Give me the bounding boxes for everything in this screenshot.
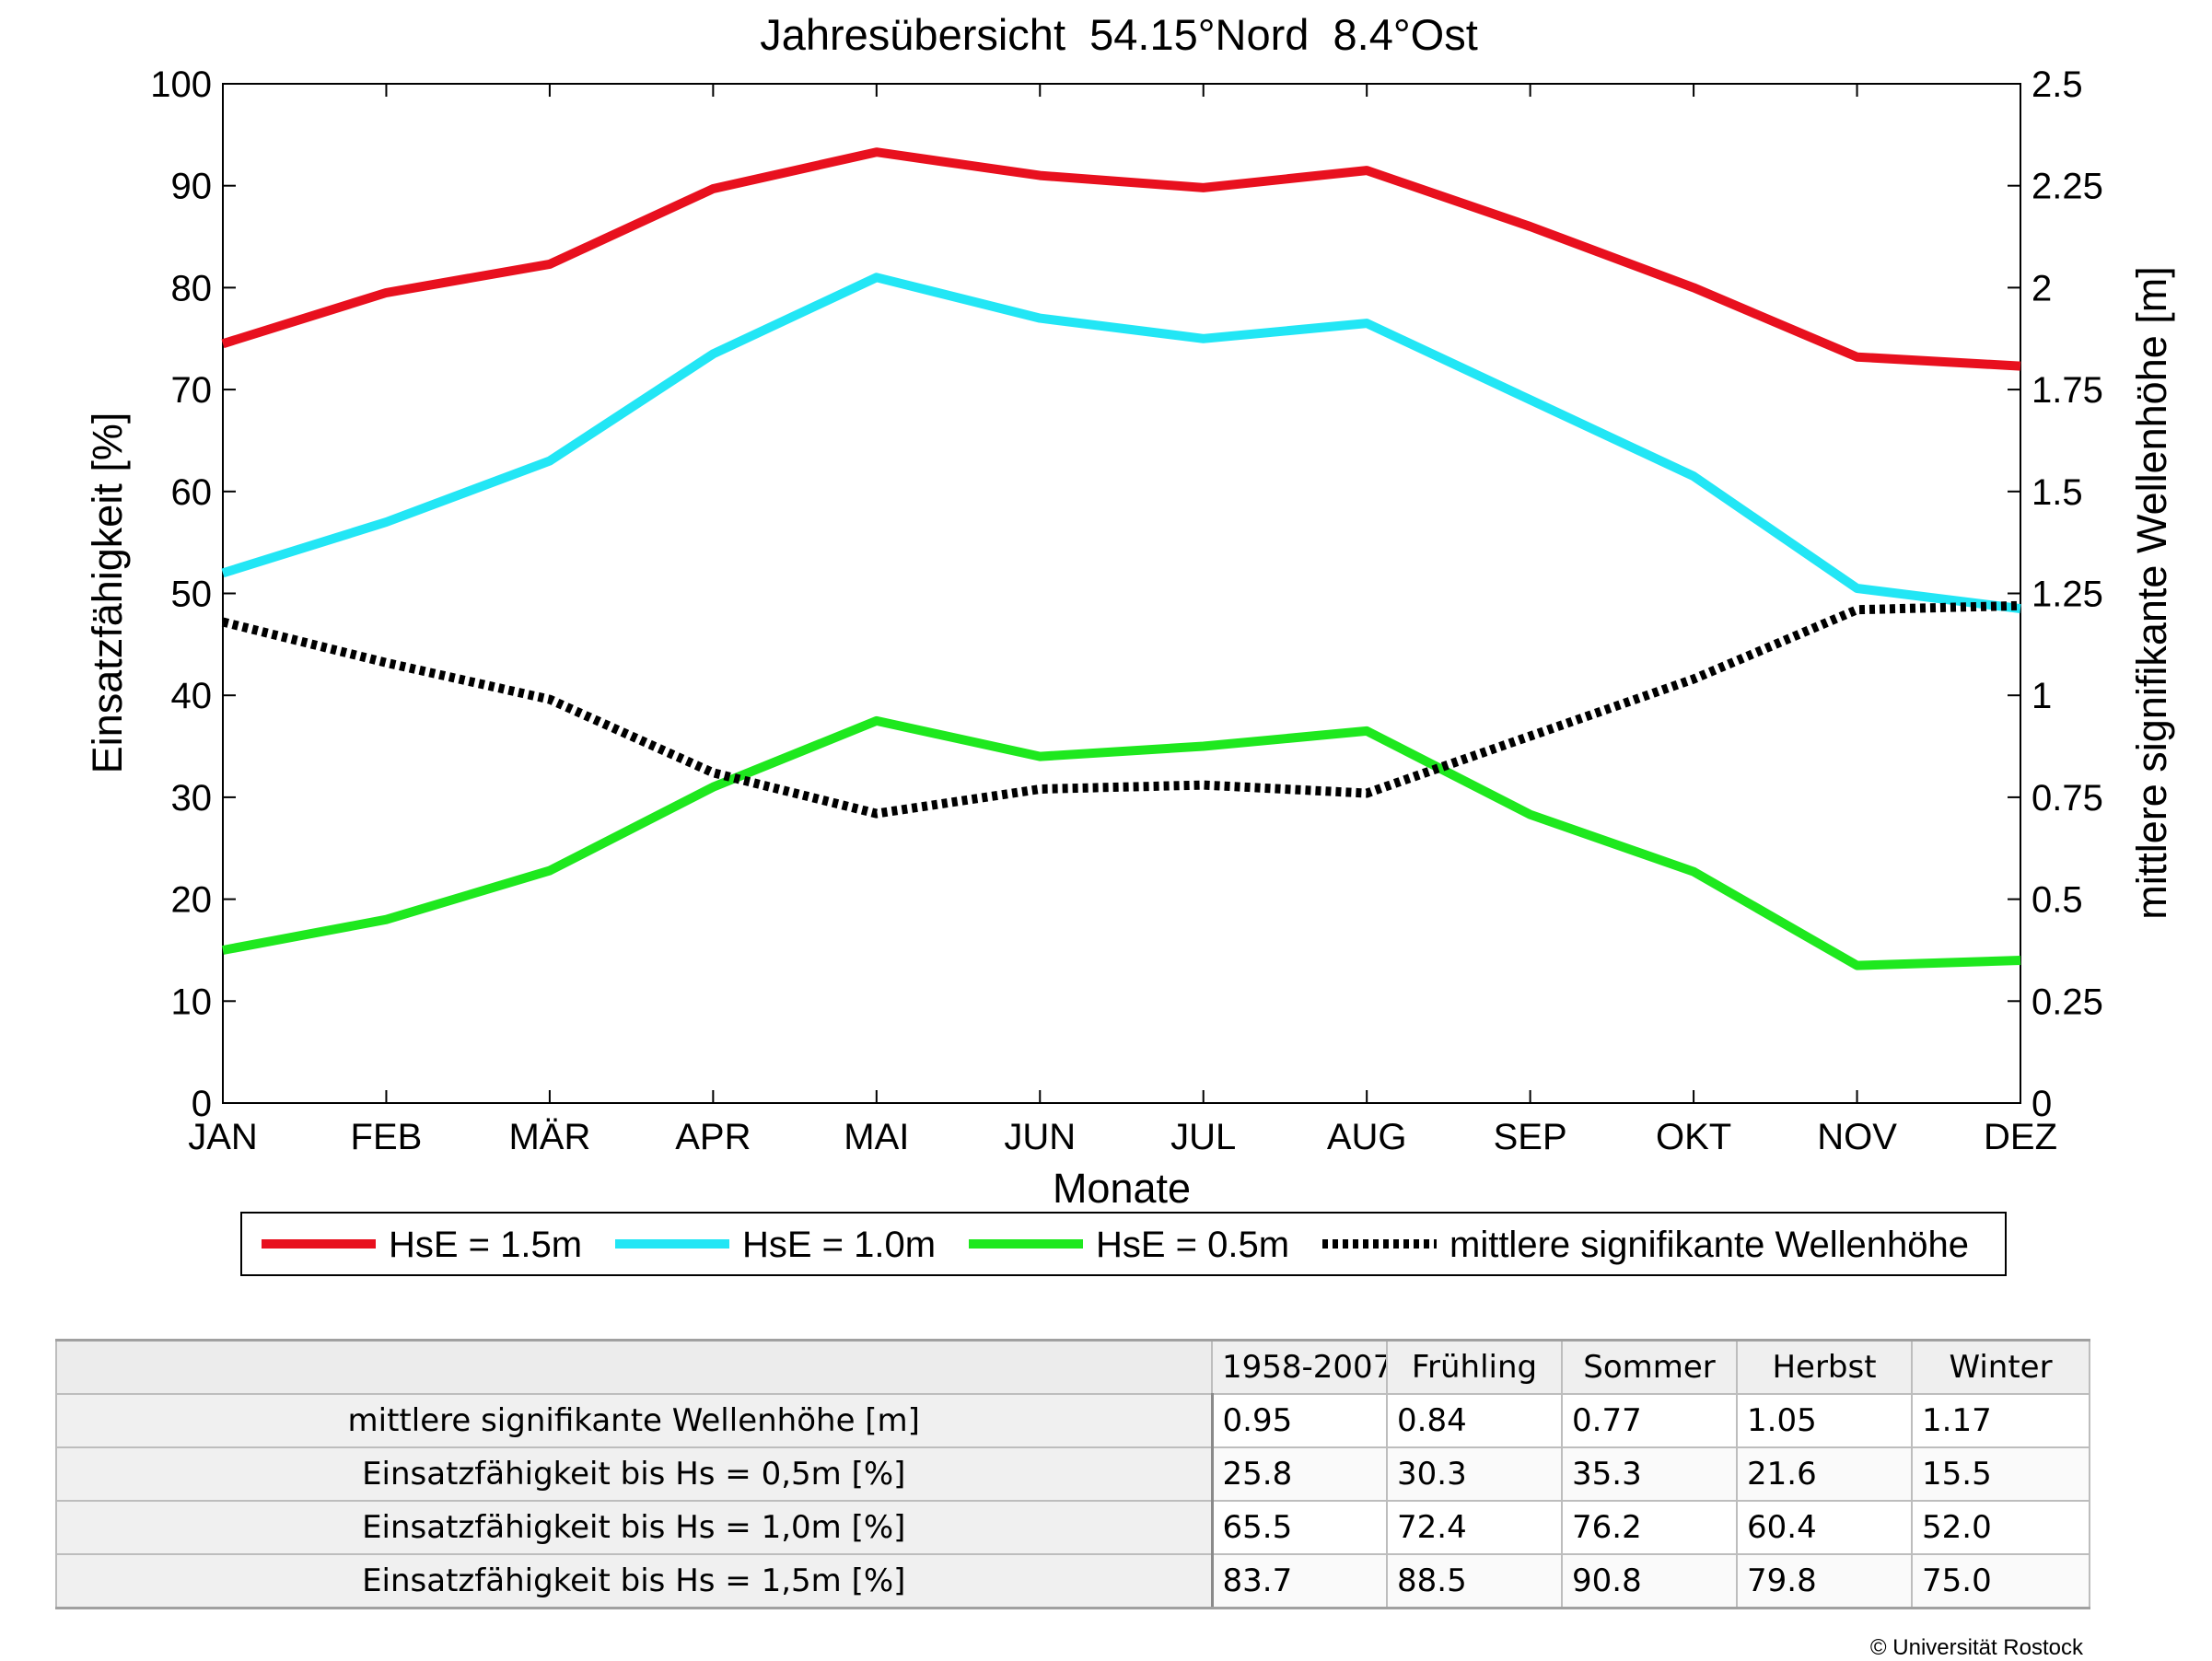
series-line-hse-1-0m (221, 273, 2021, 614)
y-tick-label-right: 0.25 (2032, 982, 2103, 1022)
legend-label: HsE = 1.0m (742, 1225, 936, 1265)
x-tick-label: AUG (1327, 1117, 1407, 1157)
table-header-row: 1958-2007 Frühling Sommer Herbst Winter (55, 1339, 2090, 1395)
x-tick-label: JAN (188, 1117, 258, 1157)
table-row: Einsatzfähigkeit bis Hs = 0,5m [%] 25.8 … (55, 1446, 2090, 1502)
table-header-cell: Winter (1911, 1339, 2090, 1395)
legend-box (240, 1212, 2007, 1276)
y-tick-label-left: 50 (171, 575, 213, 615)
y-tick-label-left: 40 (171, 676, 213, 716)
table-cell: 21.6 (1736, 1446, 1913, 1502)
y-axis-label-right: mittlere signifikante Wellenhöhe [m] (2128, 266, 2175, 920)
x-tick-label: MÄR (508, 1117, 590, 1157)
legend-label: mittlere signifikante Wellenhöhe (1449, 1225, 1969, 1265)
table-cell: 1.05 (1736, 1393, 1913, 1448)
table-header-cell: Frühling (1386, 1339, 1563, 1395)
x-tick-label: APR (675, 1117, 751, 1157)
x-tick-label: JUN (1004, 1117, 1076, 1157)
y-tick-label-right: 2 (2032, 268, 2052, 308)
y-tick-label-left: 80 (171, 268, 213, 308)
y-tick-label-right: 0 (2032, 1084, 2052, 1124)
table-row-label: Einsatzfähigkeit bis Hs = 1,5m [%] (55, 1553, 1214, 1609)
y-tick-label-left: 100 (150, 64, 212, 105)
y-tick-label-left: 10 (171, 982, 213, 1022)
y-tick-label-left: 0 (192, 1084, 212, 1124)
table-header-corner (55, 1339, 1213, 1395)
table-cell: 79.8 (1736, 1553, 1913, 1609)
table-row-label: Einsatzfähigkeit bis Hs = 1,0m [%] (55, 1500, 1214, 1555)
series-line-hse-1-5m (221, 147, 2021, 371)
table-cell: 25.8 (1211, 1446, 1388, 1502)
x-tick-label: FEB (351, 1117, 423, 1157)
y-tick-label-right: 2.5 (2032, 64, 2083, 105)
x-axis-label: Monate (1053, 1165, 1191, 1212)
table-cell: 0.77 (1561, 1393, 1738, 1448)
table-cell: 60.4 (1736, 1500, 1913, 1555)
table-header-cell: Herbst (1736, 1339, 1913, 1395)
table-row-label: mittlere signifikante Wellenhöhe [m] (55, 1393, 1214, 1448)
y-tick-label-right: 1.5 (2032, 472, 2083, 513)
y-tick-label-right: 0.5 (2032, 880, 2083, 921)
table-cell: 0.95 (1211, 1393, 1388, 1448)
chart-title: Jahresübersicht 54.15°Nord 8.4°Ost (760, 10, 1478, 59)
table-cell: 72.4 (1386, 1500, 1563, 1555)
y-tick-label-right: 1.25 (2032, 575, 2103, 615)
x-tick-label: JUL (1170, 1117, 1236, 1157)
x-tick-label: NOV (1817, 1117, 1897, 1157)
legend-items: HsE = 1.5m HsE = 1.0m HsE = 0.5m mittlere s… (262, 1225, 1969, 1265)
axis-ticks: JAN FEB MÄR APR MAI JUN JUL AUG SEP OKT NOV DEZ0102… (150, 64, 2103, 1157)
y-tick-label-right: 2.25 (2032, 167, 2103, 207)
table-header-cell: Sommer (1561, 1339, 1738, 1395)
table-header-cell: 1958-2007 (1211, 1339, 1388, 1395)
line-chart: Jahresübersicht 54.15°Nord 8.4°Ost JAN FE… (84, 10, 2175, 1276)
x-tick-label: MAI (844, 1117, 909, 1157)
series-line-hse-0-5m (222, 715, 2021, 970)
table-cell: 0.84 (1386, 1393, 1563, 1448)
y-tick-label-left: 70 (171, 370, 213, 411)
table-cell: 76.2 (1561, 1500, 1738, 1555)
y-tick-label-right: 1.75 (2032, 370, 2103, 411)
y-tick-label-right: 1 (2032, 676, 2052, 716)
x-tick-label: DEZ (1984, 1117, 2057, 1157)
y-tick-label-left: 30 (171, 778, 213, 819)
series-lines (221, 147, 2021, 970)
legend-label: HsE = 1.5m (389, 1225, 582, 1265)
table-row: mittlere signifikante Wellenhöhe [m] 0.9… (55, 1393, 2090, 1448)
statistics-table: 1958-2007 Frühling Sommer Herbst Winter … (55, 1339, 2090, 1609)
table-cell: 65.5 (1211, 1500, 1388, 1555)
y-tick-label-left: 90 (171, 167, 213, 207)
table-cell: 15.5 (1911, 1446, 2090, 1502)
y-tick-label-left: 60 (171, 472, 213, 513)
y-axis-label-left: Einsatzfähigkeit [%] (84, 412, 131, 774)
y-tick-label-left: 20 (171, 880, 213, 921)
table-row: Einsatzfähigkeit bis Hs = 1,0m [%] 65.5 … (55, 1500, 2090, 1555)
legend-label: HsE = 0.5m (1096, 1225, 1289, 1265)
x-tick-label: SEP (1494, 1117, 1567, 1157)
table-row: Einsatzfähigkeit bis Hs = 1,5m [%] 83.7 … (55, 1553, 2090, 1609)
plot-area (222, 83, 2021, 1104)
table-cell: 88.5 (1386, 1553, 1563, 1609)
table-cell: 35.3 (1561, 1446, 1738, 1502)
table-cell: 83.7 (1211, 1553, 1388, 1609)
table-cell: 90.8 (1561, 1553, 1738, 1609)
series-line-mittlere-signifikante-wellenh-he (221, 600, 2021, 819)
y-tick-label-right: 0.75 (2032, 778, 2103, 819)
table-cell: 52.0 (1911, 1500, 2090, 1555)
table-row-label: Einsatzfähigkeit bis Hs = 0,5m [%] (55, 1446, 1214, 1502)
table-cell: 75.0 (1911, 1553, 2090, 1609)
table-cell: 30.3 (1386, 1446, 1563, 1502)
copyright-notice: © Universität Rostock (1869, 1635, 2083, 1660)
table-cell: 1.17 (1911, 1393, 2090, 1448)
x-tick-label: OKT (1656, 1117, 1731, 1157)
legend: HsE = 1.5m HsE = 1.0m HsE = 0.5m mittlere s… (240, 1212, 2007, 1276)
